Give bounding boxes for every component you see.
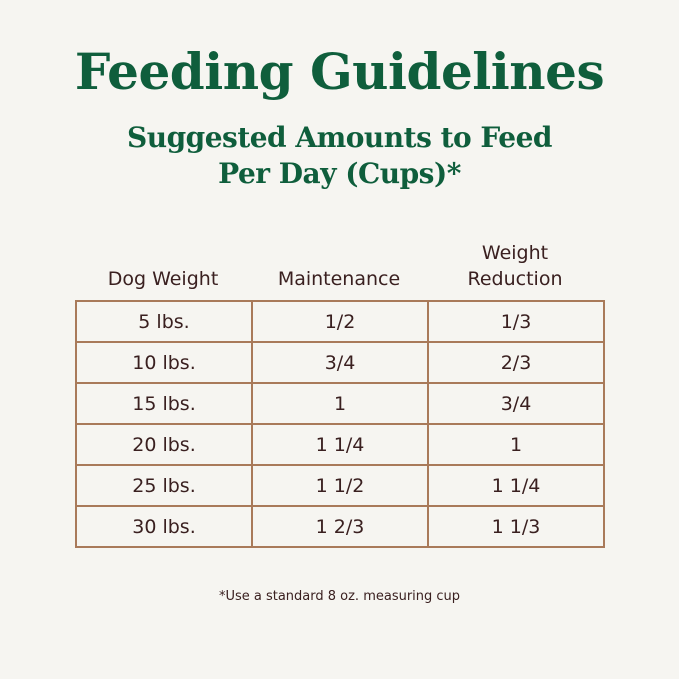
cell-weight-reduction: 3/4 (427, 382, 605, 425)
cell-maintenance: 1 2/3 (251, 505, 429, 548)
header-maintenance: Maintenance (277, 268, 401, 290)
cell-maintenance: 1 1/4 (251, 423, 429, 466)
table-row: 25 lbs. 1 1/2 1 1/4 (75, 464, 605, 507)
subtitle-line-1: Suggested Amounts to Feed (127, 121, 553, 154)
cell-maintenance: 3/4 (251, 341, 429, 384)
cell-weight-reduction: 1/3 (427, 300, 605, 343)
table-row: 10 lbs. 3/4 2/3 (75, 341, 605, 384)
table-row: 15 lbs. 1 3/4 (75, 382, 605, 425)
cell-dog-weight: 20 lbs. (75, 423, 253, 466)
cell-weight-reduction: 1 1/4 (427, 464, 605, 507)
footnote: *Use a standard 8 oz. measuring cup (218, 589, 461, 604)
page-title: Feeding Guidelines (74, 42, 605, 101)
header-weight-reduction: Weight Reduction (467, 242, 563, 290)
table-row: 20 lbs. 1 1/4 1 (75, 423, 605, 466)
cell-dog-weight: 15 lbs. (75, 382, 253, 425)
cell-maintenance: 1 (251, 382, 429, 425)
subtitle-line-2: Per Day (Cups)* (218, 157, 461, 190)
cell-weight-reduction: 1 1/3 (427, 505, 605, 548)
cell-dog-weight: 25 lbs. (75, 464, 253, 507)
table-row: 30 lbs. 1 2/3 1 1/3 (75, 505, 605, 548)
cell-weight-reduction: 1 (427, 423, 605, 466)
subtitle: Suggested Amounts to Feed Per Day (Cups)… (0, 120, 679, 192)
cell-dog-weight: 5 lbs. (75, 300, 253, 343)
cell-maintenance: 1 1/2 (251, 464, 429, 507)
cell-weight-reduction: 2/3 (427, 341, 605, 384)
table-row: 5 lbs. 1/2 1/3 (75, 300, 605, 343)
cell-maintenance: 1/2 (251, 300, 429, 343)
cell-dog-weight: 10 lbs. (75, 341, 253, 384)
header-dog-weight: Dog Weight (107, 268, 219, 290)
feeding-table: 5 lbs. 1/2 1/3 10 lbs. 3/4 2/3 15 lbs. 1 3/4 20 l… (75, 300, 605, 548)
cell-dog-weight: 30 lbs. (75, 505, 253, 548)
